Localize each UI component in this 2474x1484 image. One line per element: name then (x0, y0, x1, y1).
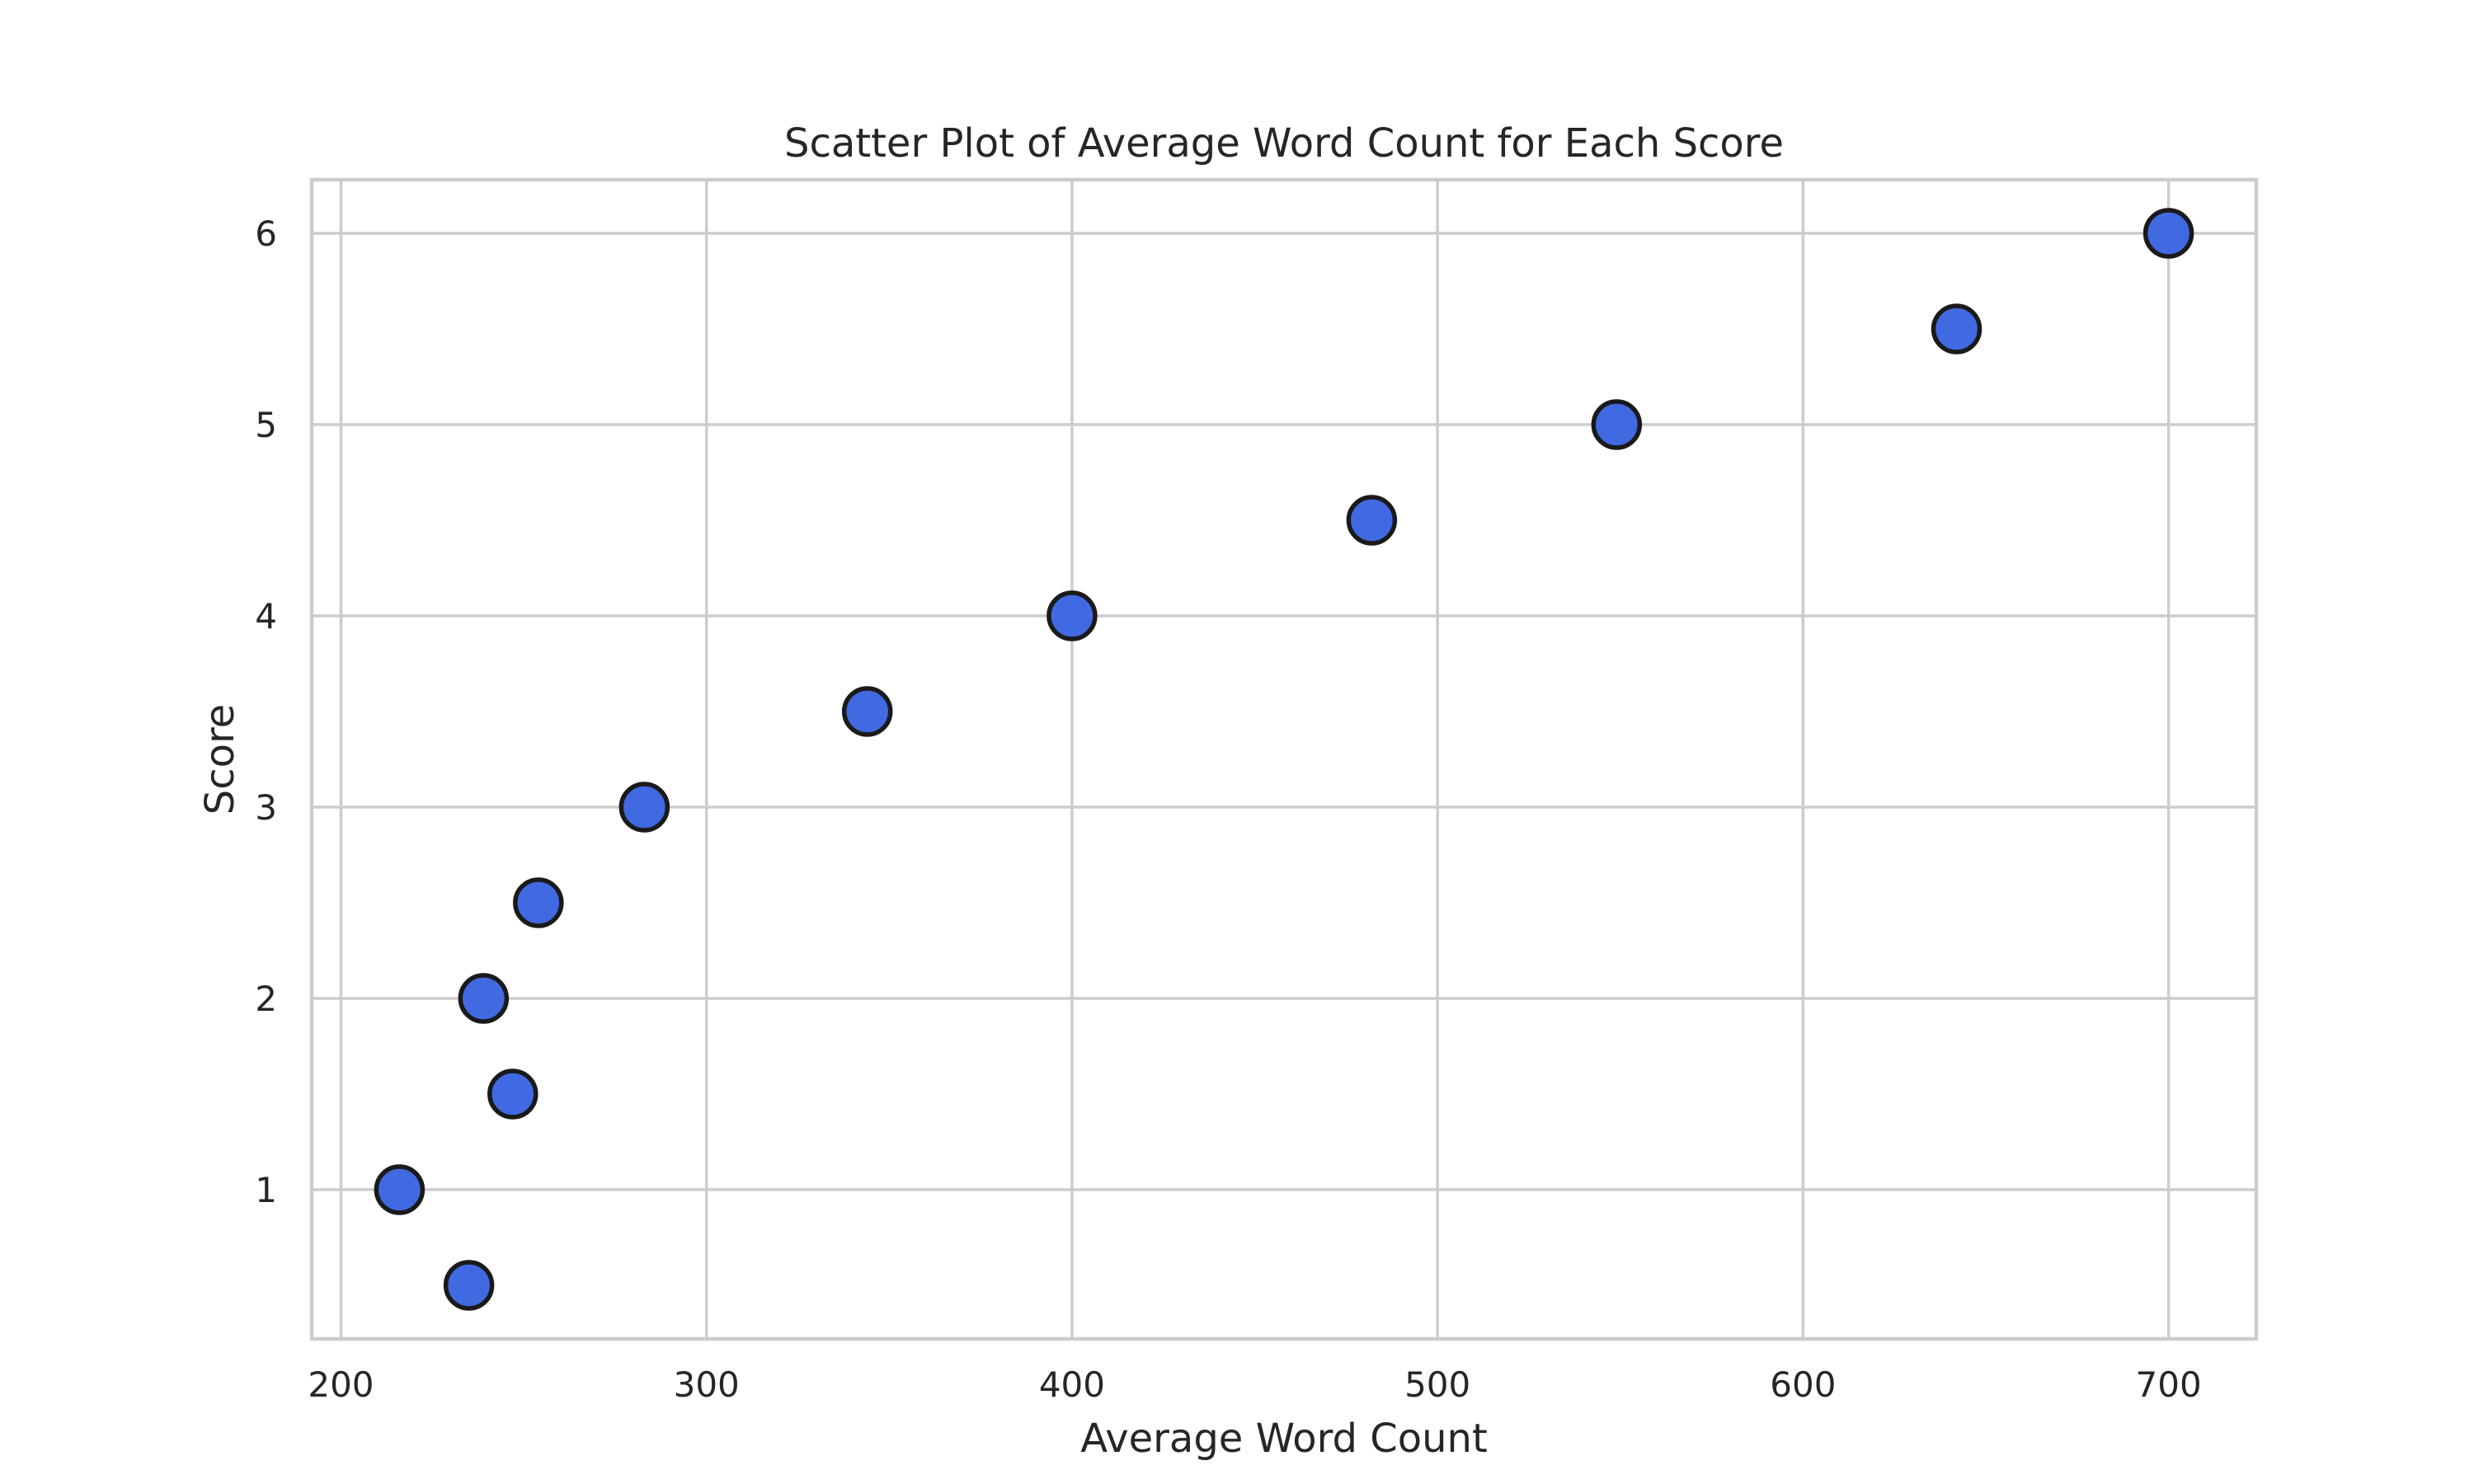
x-tick-label: 300 (674, 1364, 740, 1405)
x-tick-labels: 200 300 400 500 600 700 (308, 1364, 2201, 1405)
y-tick-label: 5 (255, 405, 277, 445)
y-tick-label: 4 (255, 596, 277, 636)
scatter-point (458, 973, 510, 1024)
scatter-point (487, 1068, 539, 1120)
plot-frame (309, 177, 2259, 1341)
scatter-point (513, 877, 564, 928)
x-axis-label: Average Word Count (1080, 1416, 1488, 1462)
y-tick-label: 6 (255, 214, 277, 254)
y-tick-labels: 1 2 3 4 5 6 (255, 214, 277, 1210)
scatter-point (841, 686, 893, 737)
y-tick-label: 1 (255, 1170, 277, 1210)
scatter-point (1346, 495, 1398, 546)
y-tick-label: 3 (255, 787, 277, 828)
x-tick-label: 200 (308, 1364, 374, 1405)
chart-title: Scatter Plot of Average Word Count for E… (784, 120, 1784, 167)
data-points (374, 208, 2194, 1311)
x-tick-label: 400 (1039, 1364, 1105, 1405)
scatter-point (1591, 399, 1643, 450)
x-tick-label: 600 (1770, 1364, 1836, 1405)
scatter-point (1931, 303, 1982, 355)
x-tick-label: 700 (2136, 1364, 2202, 1405)
x-tick-label: 500 (1404, 1364, 1470, 1405)
scatter-point (443, 1260, 495, 1311)
scatter-point (1047, 590, 1098, 641)
scatter-point (618, 782, 670, 833)
scatter-point (374, 1164, 426, 1215)
y-tick-label: 2 (255, 979, 277, 1019)
grid (312, 180, 2256, 1339)
y-axis-label: Score (197, 704, 243, 815)
scatter-point (2142, 208, 2194, 259)
